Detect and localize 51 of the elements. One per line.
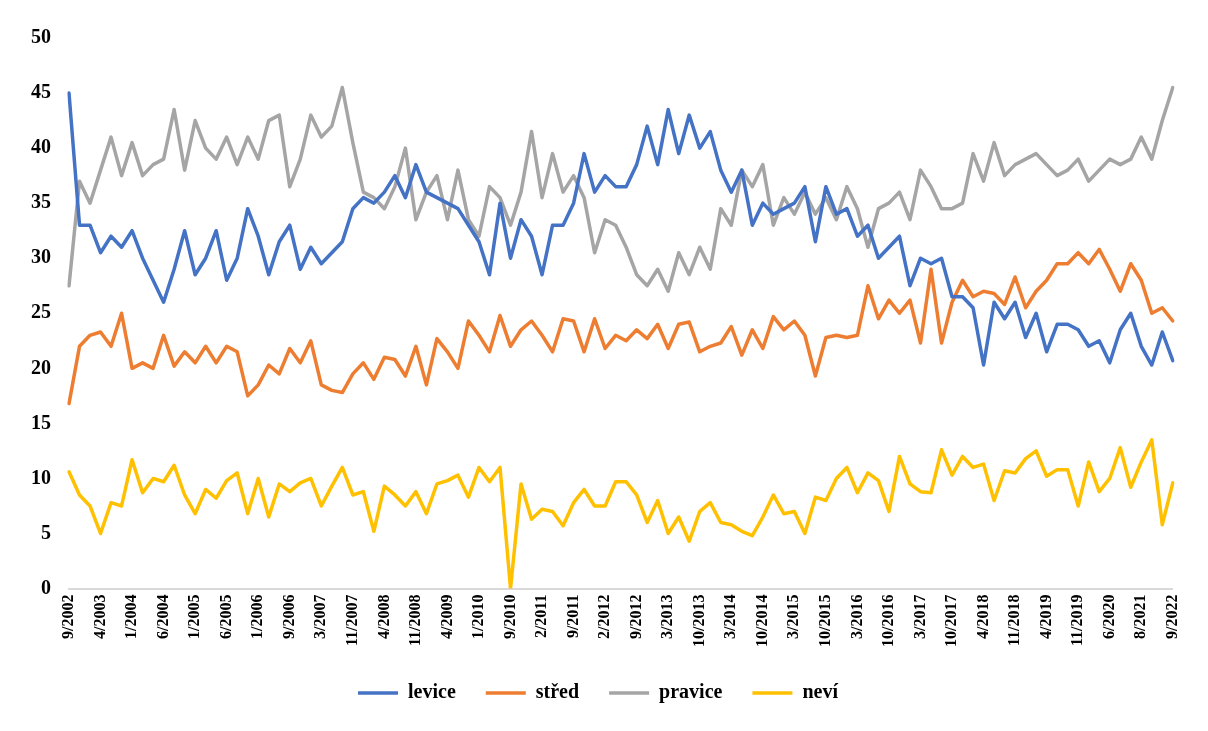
x-tick-label: 6/2005 [216, 594, 234, 640]
x-tick-label: 9/2011 [563, 594, 581, 639]
x-tick-label: 3/2016 [847, 594, 865, 640]
legend-label: pravice [659, 680, 723, 704]
x-tick-label: 11/2008 [406, 594, 424, 647]
x-tick-label: 3/2015 [784, 594, 802, 640]
x-tick-label: 10/2013 [689, 594, 707, 648]
x-tick-label: 3/2014 [721, 594, 739, 640]
legend-label: neví [802, 680, 839, 703]
x-tick-label: 9/2012 [626, 594, 644, 640]
x-tick-label: 9/2002 [59, 594, 77, 640]
x-tick-label: 11/2019 [1068, 594, 1086, 647]
y-tick-label: 0 [41, 575, 51, 598]
x-tick-label: 9/2006 [279, 594, 297, 640]
x-tick-label: 9/2010 [500, 594, 518, 640]
x-tick-label: 11/2007 [342, 594, 360, 647]
x-tick-label: 1/2004 [122, 594, 140, 640]
x-tick-label: 9/2022 [1162, 594, 1180, 640]
legend-label: levice [408, 680, 456, 703]
x-tick-label: 8/2021 [1131, 594, 1149, 640]
y-tick-label: 5 [41, 520, 51, 543]
x-tick-label: 11/2018 [1005, 594, 1023, 647]
x-tick-label: 1/2005 [185, 594, 203, 640]
x-tick-label: 6/2020 [1099, 594, 1117, 640]
x-tick-label: 10/2014 [752, 594, 770, 648]
y-tick-label: 25 [31, 300, 51, 323]
x-tick-label: 4/2018 [973, 594, 991, 640]
legend-label: střed [535, 680, 580, 703]
x-tick-label: 2/2011 [532, 594, 550, 639]
x-tick-label: 1/2010 [469, 594, 487, 640]
x-tick-label: 10/2017 [942, 594, 960, 648]
x-tick-label: 10/2015 [816, 594, 834, 648]
x-tick-label: 4/2003 [90, 594, 108, 640]
y-tick-label: 15 [31, 410, 51, 433]
y-tick-label: 35 [31, 190, 51, 213]
y-tick-label: 50 [31, 25, 51, 48]
x-tick-label: 2/2012 [595, 594, 613, 640]
x-tick-label: 4/2008 [374, 594, 392, 640]
x-tick-label: 1/2006 [248, 594, 266, 640]
y-tick-label: 20 [31, 355, 51, 378]
y-tick-label: 40 [31, 135, 51, 158]
x-tick-label: 6/2004 [153, 594, 171, 640]
x-tick-label: 3/2017 [910, 594, 928, 640]
x-tick-label: 3/2013 [658, 594, 676, 640]
x-tick-label: 10/2016 [879, 594, 897, 648]
y-tick-label: 10 [31, 465, 51, 488]
x-tick-label: 3/2007 [311, 594, 329, 640]
x-tick-label: 4/2019 [1036, 594, 1054, 640]
y-tick-label: 30 [31, 245, 51, 268]
x-tick-label: 4/2009 [437, 594, 455, 640]
y-tick-label: 45 [31, 80, 51, 103]
